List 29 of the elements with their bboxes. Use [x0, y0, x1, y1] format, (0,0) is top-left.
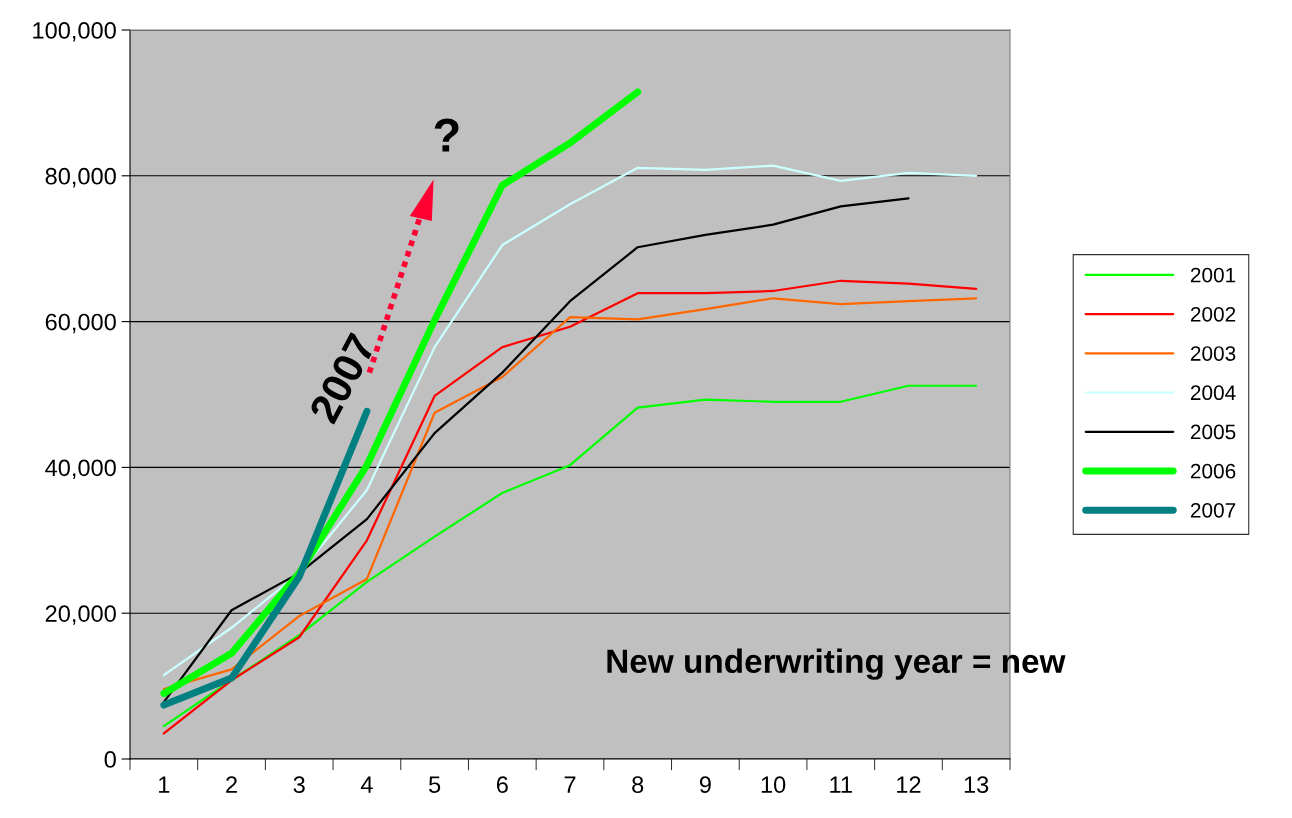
y-tick-label: 60,000 [45, 313, 116, 334]
y-tick-label: 20,000 [45, 605, 116, 625]
y-tick-label: 40,000 [45, 459, 116, 479]
x-tick-label: 3 [293, 776, 305, 794]
annotation: New underwriting year = new [607, 648, 1066, 680]
x-tick-label: 12 [897, 776, 921, 793]
y-tick-label: 0 [104, 751, 116, 768]
annotation: ? [434, 118, 459, 152]
legend-label: 2007 [1190, 502, 1236, 518]
y-tick-label: 80,000 [45, 167, 116, 188]
x-tick-label: 13 [964, 776, 989, 794]
y-tick-label: 100,000 [33, 22, 116, 42]
x-tick-label: 8 [632, 776, 644, 794]
x-tick-label: 1 [159, 776, 170, 793]
legend-label: 2006 [1190, 463, 1236, 479]
legend-label: 2003 [1190, 346, 1236, 361]
legend-label: 2004 [1190, 385, 1236, 401]
annotation: 2007 [308, 332, 377, 425]
x-tick-label: 4 [360, 776, 373, 793]
legend-label: 2001 [1190, 267, 1236, 283]
x-tick-label: 6 [496, 776, 508, 794]
x-tick-label: 10 [761, 776, 786, 794]
x-tick-label: 5 [428, 776, 441, 794]
legend-label: 2002 [1190, 306, 1236, 322]
x-tick-label: 9 [699, 776, 711, 794]
x-tick-label: 11 [830, 776, 852, 793]
x-tick-label: 7 [564, 776, 576, 793]
x-tick-label: 2 [226, 776, 237, 793]
legend-label: 2005 [1190, 424, 1236, 440]
